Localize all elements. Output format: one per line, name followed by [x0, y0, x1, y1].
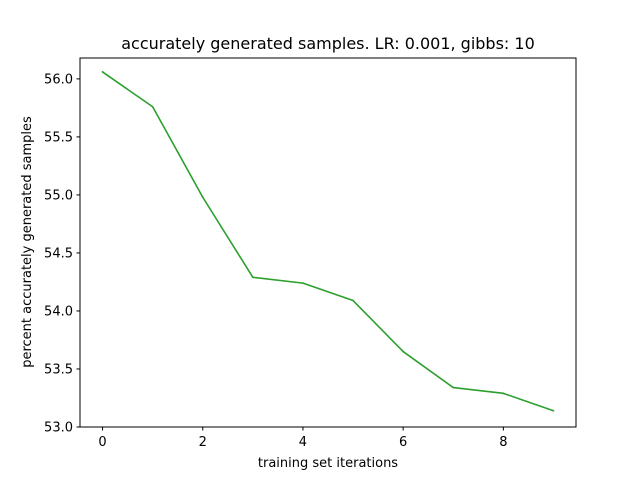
data-point	[201, 196, 204, 199]
x-tick-label: 8	[499, 435, 507, 450]
x-tick-label: 4	[299, 435, 307, 450]
x-tick-label: 6	[399, 435, 407, 450]
data-point	[151, 105, 154, 108]
data-point	[251, 276, 254, 279]
plot-area: 53.0 53.5 54.0 54.5 55.0 55.5 56.0 0 2 4 6 8	[44, 57, 577, 450]
series-line	[102, 71, 554, 412]
y-axis: 53.0 53.5 54.0 54.5 55.0 55.5 56.0	[44, 72, 80, 436]
data-point	[552, 409, 555, 412]
y-tick-label: 53.0	[44, 421, 73, 436]
x-axis: 0 2 4 6 8	[98, 427, 507, 450]
x-tick-label: 2	[199, 435, 207, 450]
y-tick-label: 55.5	[44, 130, 73, 145]
chart-title: accurately generated samples. LR: 0.001,…	[121, 34, 535, 53]
x-axis-label: training set iterations	[258, 456, 398, 471]
data-point	[402, 350, 405, 353]
y-tick-label: 54.0	[44, 304, 73, 319]
data-point	[302, 282, 304, 285]
y-axis-label: percent accurately generated samples	[20, 116, 35, 368]
y-tick-label: 56.0	[44, 72, 73, 87]
data-point	[452, 386, 455, 389]
data-point	[352, 299, 354, 302]
series-group	[101, 71, 555, 412]
y-tick-label: 54.5	[44, 246, 73, 261]
y-tick-label: 53.5	[44, 362, 73, 377]
y-tick-label: 55.0	[44, 188, 73, 203]
data-point	[502, 392, 505, 395]
data-point	[101, 71, 104, 73]
x-tick-label: 0	[98, 435, 106, 450]
plot-frame	[79, 57, 577, 428]
